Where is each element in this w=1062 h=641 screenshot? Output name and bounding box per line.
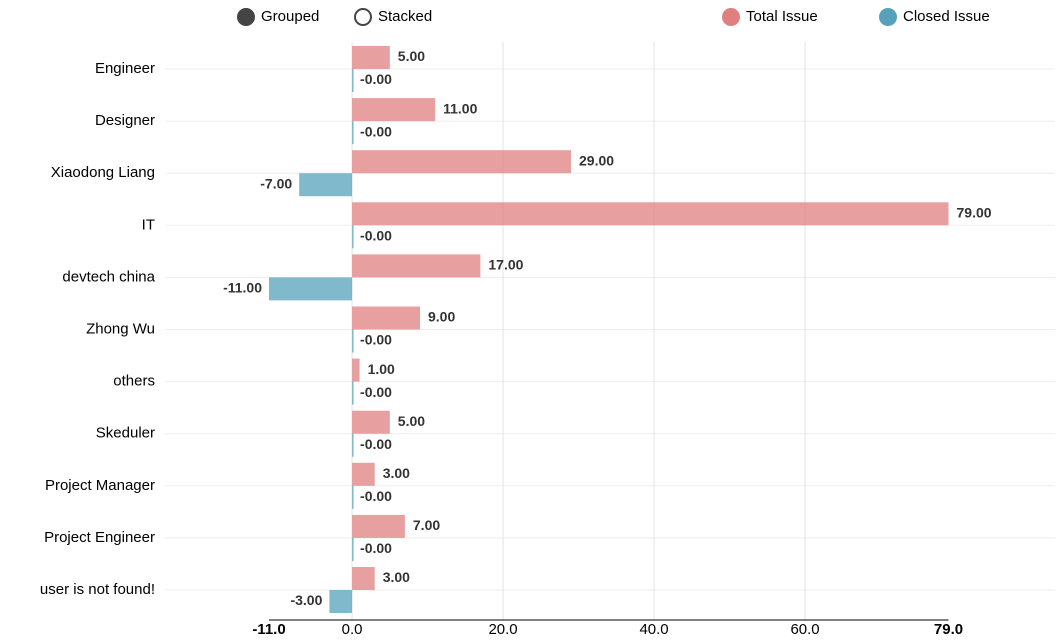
y-tick-label: Skeduler bbox=[96, 425, 155, 442]
y-tick-label: others bbox=[113, 373, 155, 390]
y-tick-label: Xiaodong Liang bbox=[51, 164, 155, 181]
legend-label[interactable]: Closed Issue bbox=[903, 8, 990, 25]
value-label: 11.00 bbox=[443, 100, 477, 116]
x-tick-label: 60.0 bbox=[790, 621, 819, 638]
value-label: 9.00 bbox=[428, 309, 455, 325]
value-label: -0.00 bbox=[360, 228, 392, 244]
value-label: 29.00 bbox=[579, 152, 614, 168]
bar bbox=[352, 462, 375, 486]
value-label: 3.00 bbox=[383, 465, 410, 481]
bar bbox=[352, 433, 354, 457]
bar bbox=[352, 46, 390, 69]
value-label: 7.00 bbox=[413, 517, 440, 533]
bar bbox=[269, 277, 353, 301]
y-tick-label: Engineer bbox=[95, 60, 155, 77]
value-label: -0.00 bbox=[360, 488, 392, 504]
control-dot[interactable] bbox=[354, 8, 372, 26]
bar bbox=[329, 590, 353, 613]
bar bbox=[352, 254, 481, 278]
legend-label[interactable]: Total Issue bbox=[746, 8, 818, 25]
value-label: -0.00 bbox=[360, 123, 392, 139]
value-label: -3.00 bbox=[290, 592, 322, 608]
y-tick-label: Zhong Wu bbox=[86, 320, 155, 337]
bar bbox=[352, 410, 390, 434]
x-tick-label: 0.0 bbox=[342, 621, 363, 638]
bar bbox=[352, 202, 949, 226]
bar bbox=[352, 358, 360, 382]
value-label: -0.00 bbox=[360, 332, 392, 348]
legend-dot[interactable] bbox=[722, 8, 740, 26]
y-tick-label: user is not found! bbox=[40, 581, 155, 598]
control-label[interactable]: Grouped bbox=[261, 8, 319, 25]
bar bbox=[352, 485, 354, 509]
value-label: 79.00 bbox=[957, 205, 992, 221]
bar bbox=[352, 514, 405, 538]
bar bbox=[352, 150, 571, 174]
bar bbox=[352, 121, 354, 145]
x-tick-label: 79.0 bbox=[934, 621, 963, 638]
value-label: 3.00 bbox=[383, 569, 410, 585]
bar bbox=[352, 69, 354, 92]
value-label: -0.00 bbox=[360, 540, 392, 556]
value-label: -0.00 bbox=[360, 384, 392, 400]
value-label: -0.00 bbox=[360, 71, 392, 87]
x-tick-label: 40.0 bbox=[639, 621, 668, 638]
bar bbox=[299, 173, 353, 197]
value-label: -0.00 bbox=[360, 436, 392, 452]
bar bbox=[352, 306, 420, 330]
y-tick-label: Project Manager bbox=[45, 477, 155, 494]
value-label: -7.00 bbox=[260, 175, 292, 191]
value-label: 17.00 bbox=[488, 257, 523, 273]
bar bbox=[352, 381, 354, 405]
bar bbox=[352, 225, 354, 249]
y-tick-label: Project Engineer bbox=[44, 529, 155, 546]
bar bbox=[352, 537, 354, 561]
x-tick-label: 20.0 bbox=[488, 621, 517, 638]
legend-dot[interactable] bbox=[879, 8, 897, 26]
control-dot[interactable] bbox=[237, 8, 255, 26]
control-label[interactable]: Stacked bbox=[378, 8, 432, 25]
x-tick-label: -11.0 bbox=[252, 621, 285, 638]
value-label: 5.00 bbox=[398, 48, 425, 64]
bar bbox=[352, 98, 436, 122]
bar bbox=[352, 567, 375, 590]
y-tick-label: devtech china bbox=[62, 268, 155, 285]
y-tick-label: IT bbox=[142, 216, 155, 233]
value-label: -11.00 bbox=[223, 280, 262, 296]
value-label: 1.00 bbox=[368, 361, 395, 377]
value-label: 5.00 bbox=[398, 413, 425, 429]
bar bbox=[352, 329, 354, 353]
y-tick-label: Designer bbox=[95, 112, 155, 129]
